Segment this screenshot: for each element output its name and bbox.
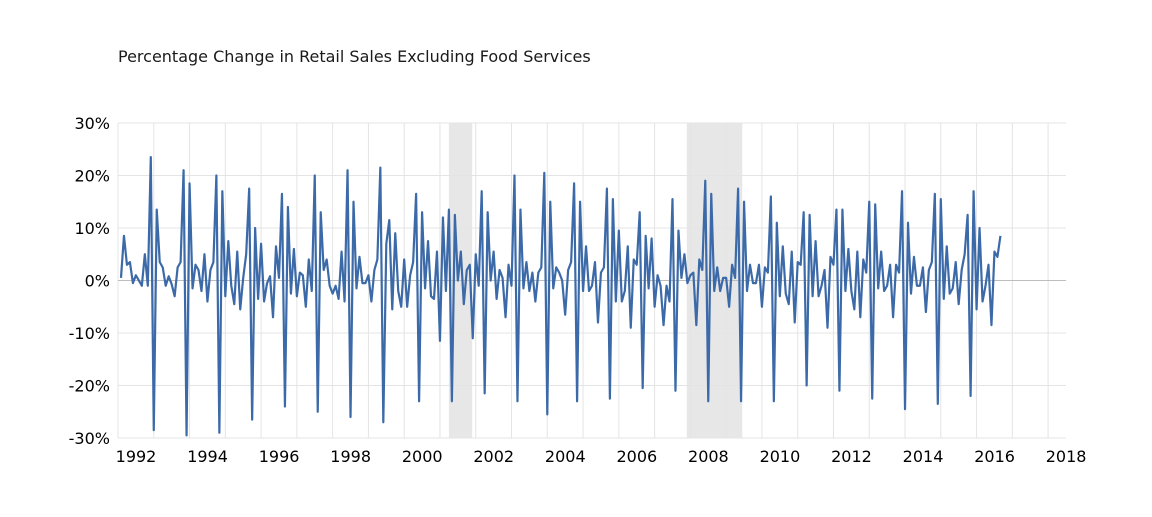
x-tick-label: 2010 bbox=[760, 447, 801, 466]
x-tick-label: 2000 bbox=[402, 447, 443, 466]
y-tick-labels: 30% 20% 10% 0% -10% -20% -30% bbox=[69, 114, 110, 448]
x-tick-label: 2006 bbox=[616, 447, 657, 466]
x-tick-label: 1996 bbox=[259, 447, 300, 466]
x-tick-label: 1992 bbox=[116, 447, 157, 466]
x-tick-labels: 1992 1994 1996 1998 2000 2002 2004 2006 2008 2010… bbox=[116, 447, 1087, 466]
series-line-layer bbox=[119, 156, 1002, 437]
series-line-retail-sales bbox=[119, 156, 1002, 437]
x-tick-label: 2004 bbox=[545, 447, 586, 466]
x-tick-label: 1994 bbox=[187, 447, 228, 466]
y-tick-label: -20% bbox=[69, 377, 110, 396]
x-tick-label: 2012 bbox=[831, 447, 872, 466]
y-tick-label: 0% bbox=[85, 272, 110, 291]
y-tick-label: 10% bbox=[74, 219, 110, 238]
y-tick-label: -10% bbox=[69, 324, 110, 343]
y-tick-label: 30% bbox=[74, 114, 110, 133]
y-tick-label: 20% bbox=[74, 167, 110, 186]
y-tick-label: -30% bbox=[69, 429, 110, 448]
x-tick-label: 2008 bbox=[688, 447, 729, 466]
x-tick-label: 1998 bbox=[330, 447, 371, 466]
x-tick-label: 2016 bbox=[974, 447, 1015, 466]
x-tick-label: 2014 bbox=[903, 447, 944, 466]
x-tick-label: 2018 bbox=[1046, 447, 1087, 466]
x-tick-label: 2002 bbox=[473, 447, 514, 466]
chart-title: Percentage Change in Retail Sales Exclud… bbox=[118, 47, 591, 66]
